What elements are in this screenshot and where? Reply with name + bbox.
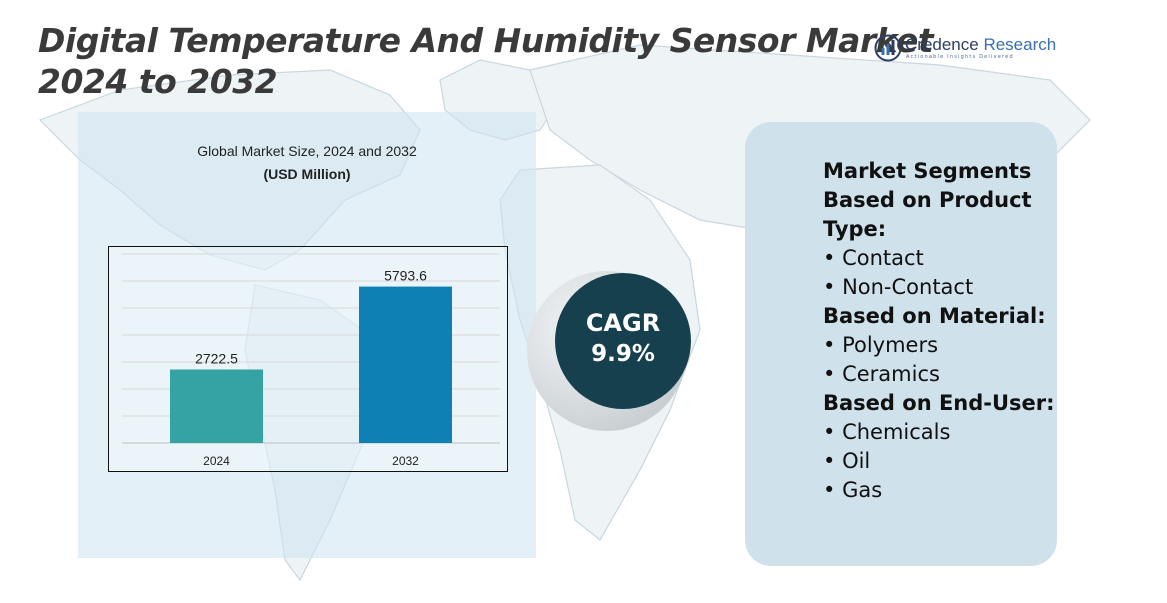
cagr-badge: CAGR 9.9% — [555, 273, 691, 409]
chart-unit: (USD Million) — [263, 166, 351, 182]
page-title-line-1: Digital Temperature And Humidity Sensor … — [38, 21, 934, 60]
cagr-value: 9.9% — [591, 341, 655, 367]
bar-2032 — [359, 286, 452, 443]
segments-panel — [745, 122, 1057, 566]
segment-item-label: Gas — [842, 478, 883, 502]
segment-item-label: Non-Contact — [842, 275, 974, 299]
cagr-label: CAGR — [585, 309, 661, 337]
credence-research-logo: Credence Research Actionable Insights De… — [874, 34, 1056, 64]
segment-item-label: Oil — [842, 449, 871, 473]
segments-list: Market Segments Based on Product Type: •… — [823, 157, 1057, 505]
logo-bars-icon — [874, 34, 902, 62]
segment-item: • Gas — [823, 478, 883, 502]
logo-name-part-1: Credence — [905, 35, 979, 54]
segment-item: • Oil — [823, 449, 871, 473]
segments-title: Market Segments — [823, 159, 1032, 183]
data-label-2032: 5793.6 — [384, 268, 427, 284]
x-tick-label-2024: 2024 — [203, 454, 230, 468]
segment-item: • Polymers — [823, 333, 939, 357]
segment-item: • Ceramics — [823, 362, 940, 386]
segment-heading-material: Based on Material: — [823, 304, 1046, 328]
logo-name: Credence Research — [905, 35, 1056, 55]
segment-item-label: Chemicals — [842, 420, 951, 444]
logo-name-part-2: Research — [978, 35, 1057, 54]
segment-item: • Chemicals — [823, 420, 951, 444]
segment-item: • Contact — [823, 246, 924, 270]
x-tick-label-2032: 2032 — [392, 454, 419, 468]
bar-chart: 2722.5 2024 5793.6 2032 — [122, 253, 500, 468]
segment-item-label: Ceramics — [842, 362, 940, 386]
page-title: Digital Temperature And Humidity Sensor … — [38, 20, 934, 102]
bar-2024 — [170, 369, 263, 443]
segment-heading-product-type: Based on Product Type: — [823, 188, 1032, 241]
logo-tagline: Actionable Insights Delivered — [906, 54, 1014, 60]
data-label-2024: 2722.5 — [195, 350, 238, 366]
segment-heading-end-user: Based on End-User: — [823, 391, 1055, 415]
chart-heading: Global Market Size, 2024 and 2032 — [197, 143, 417, 159]
page-title-line-2: 2024 to 2032 — [38, 62, 278, 101]
segment-item: • Non-Contact — [823, 275, 974, 299]
segment-item-label: Contact — [842, 246, 924, 270]
segment-item-label: Polymers — [842, 333, 939, 357]
